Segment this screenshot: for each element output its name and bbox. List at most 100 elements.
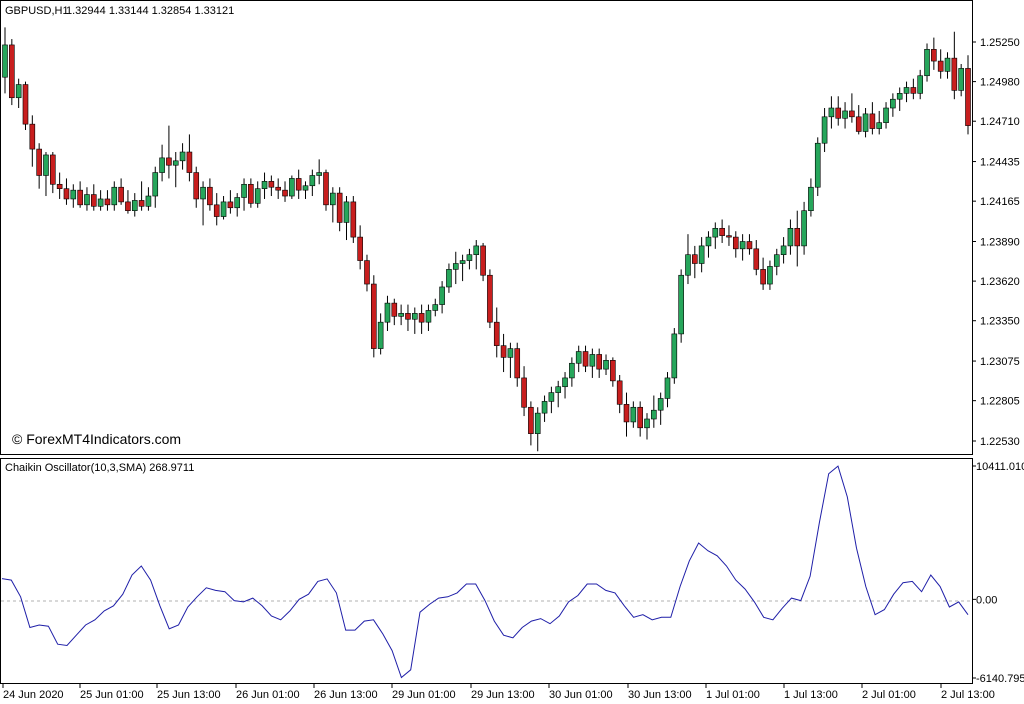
candle-body-30 bbox=[207, 186, 213, 206]
osc-tick-label-1: 0.00 bbox=[976, 594, 997, 606]
candle-body-122 bbox=[835, 107, 842, 119]
candle-body-57 bbox=[391, 302, 398, 317]
candle-body-48 bbox=[330, 192, 336, 206]
candle-body-20 bbox=[138, 200, 145, 207]
candle-body-15 bbox=[104, 198, 111, 206]
candle-body-110 bbox=[753, 248, 760, 270]
price-tick-label-8: 1.23075 bbox=[980, 356, 1020, 368]
candle-body-12 bbox=[84, 194, 90, 206]
candle-body-137 bbox=[937, 60, 944, 72]
candle-body-136 bbox=[931, 49, 937, 62]
candle-body-59 bbox=[405, 313, 411, 320]
candle-body-91 bbox=[623, 404, 630, 423]
candle-body-23 bbox=[159, 157, 165, 173]
candle-body-101 bbox=[692, 254, 698, 264]
candle-body-28 bbox=[193, 172, 200, 200]
indicator-label: Chaikin Oscillator(10,3,SMA) 268.9711 bbox=[5, 462, 194, 474]
candle-body-50 bbox=[343, 201, 350, 223]
candle-body-79 bbox=[541, 401, 548, 414]
candle-body-88 bbox=[603, 360, 609, 370]
candle-body-74 bbox=[507, 348, 514, 358]
candle-body-25 bbox=[172, 160, 179, 166]
candle-body-135 bbox=[924, 49, 930, 77]
candle-body-104 bbox=[712, 227, 719, 238]
price-tick-label-4: 1.24165 bbox=[980, 196, 1020, 208]
candle-body-75 bbox=[514, 348, 521, 379]
candle-body-45 bbox=[309, 175, 316, 187]
time-tick-label-2: 25 Jun 13:00 bbox=[157, 689, 221, 701]
candle-body-119 bbox=[814, 142, 821, 188]
candle-body-39 bbox=[268, 181, 275, 188]
chart-ohlc: 1.32944 1.33144 1.32854 1.33121 bbox=[66, 5, 234, 17]
candle-body-71 bbox=[487, 274, 493, 323]
candle-body-42 bbox=[289, 178, 295, 197]
chart-symbol: GBPUSD,H1 bbox=[5, 5, 69, 17]
candle-body-141 bbox=[965, 68, 971, 126]
candle-body-82 bbox=[562, 377, 568, 388]
candle-body-81 bbox=[555, 386, 562, 393]
candle-body-35 bbox=[241, 183, 247, 198]
candle-body-66 bbox=[452, 263, 459, 270]
candle-body-40 bbox=[275, 186, 281, 191]
price-tick-label-2: 1.24710 bbox=[980, 116, 1020, 128]
candle-body-130 bbox=[890, 98, 896, 109]
candle-body-38 bbox=[261, 181, 268, 189]
price-panel-frame bbox=[0, 0, 973, 455]
candle-body-84 bbox=[575, 351, 582, 364]
candle-body-115 bbox=[787, 227, 794, 247]
candle-body-2 bbox=[15, 84, 22, 99]
candle-body-10 bbox=[70, 189, 77, 200]
candle-body-102 bbox=[698, 245, 705, 264]
candle-body-43 bbox=[295, 178, 302, 191]
candle-body-62 bbox=[425, 310, 432, 323]
candle-body-60 bbox=[411, 313, 418, 320]
candle-body-140 bbox=[958, 68, 964, 91]
candle-body-99 bbox=[678, 274, 684, 335]
price-tick-label-0: 1.25250 bbox=[980, 37, 1020, 49]
time-tick-label-10: 1 Jul 13:00 bbox=[784, 689, 838, 701]
indicator-axis: 10411.010 0.00 -6140.7957 bbox=[972, 461, 1024, 685]
candle-body-26 bbox=[179, 151, 186, 162]
candle-body-113 bbox=[773, 254, 780, 267]
candle-body-3 bbox=[22, 84, 29, 125]
candle-body-52 bbox=[357, 236, 363, 261]
candle-body-96 bbox=[657, 398, 664, 411]
candle-body-105 bbox=[719, 227, 725, 236]
candle-body-44 bbox=[302, 185, 309, 191]
candle-body-123 bbox=[842, 110, 848, 119]
candle-body-112 bbox=[767, 266, 773, 285]
candle-body-117 bbox=[801, 210, 807, 247]
price-tick-label-3: 1.24435 bbox=[980, 157, 1020, 169]
time-tick-label-12: 2 Jul 13:00 bbox=[941, 689, 995, 701]
candle-body-77 bbox=[528, 406, 534, 434]
candle-body-124 bbox=[849, 110, 855, 118]
time-tick-label-11: 2 Jul 01:00 bbox=[862, 689, 916, 701]
watermark: © ForexMT4Indicators.com bbox=[12, 431, 181, 447]
candle-body-83 bbox=[569, 362, 575, 379]
candle-body-22 bbox=[152, 172, 159, 197]
candle-body-109 bbox=[746, 241, 753, 250]
candle-body-64 bbox=[439, 286, 445, 305]
candle-body-98 bbox=[671, 333, 678, 379]
candle-body-5 bbox=[36, 148, 42, 176]
price-axis: 1.25250 1.24980 1.24710 1.24435 1.24165 1.238… bbox=[972, 37, 1020, 448]
time-tick-label-8: 30 Jun 13:00 bbox=[628, 689, 692, 701]
candle-body-126 bbox=[862, 113, 869, 132]
candle-body-33 bbox=[227, 201, 234, 209]
candle-body-19 bbox=[131, 200, 138, 211]
candle-body-41 bbox=[282, 189, 288, 197]
candle-body-34 bbox=[234, 197, 241, 209]
candle-body-53 bbox=[364, 260, 370, 285]
time-axis: 24 Jun 2020 25 Jun 01:00 25 Jun 13:00 26 Ju… bbox=[2, 684, 995, 701]
candle-body-108 bbox=[739, 241, 746, 250]
candle-body-133 bbox=[910, 87, 917, 94]
candle-body-73 bbox=[500, 345, 507, 358]
candle-body-58 bbox=[398, 313, 404, 317]
candle-body-116 bbox=[794, 227, 801, 247]
candle-body-27 bbox=[186, 151, 193, 173]
candle-body-128 bbox=[876, 122, 883, 129]
candle-body-120 bbox=[821, 116, 828, 144]
candle-body-68 bbox=[466, 254, 473, 261]
price-tick-label-6: 1.23620 bbox=[980, 276, 1020, 288]
